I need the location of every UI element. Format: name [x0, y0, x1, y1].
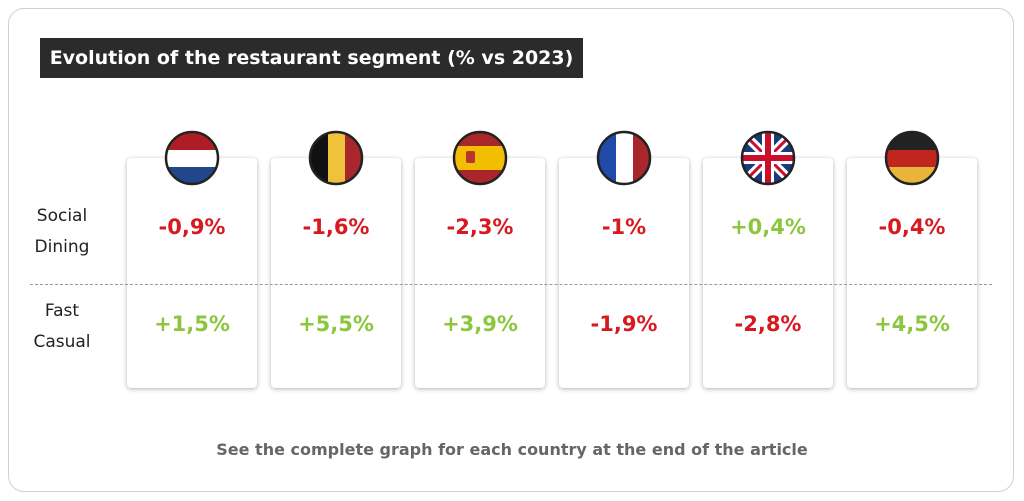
value-cell: +1,5%	[154, 312, 230, 336]
card	[703, 158, 833, 388]
card	[127, 158, 257, 388]
row-label: Social Dining	[34, 206, 90, 257]
card	[559, 158, 689, 388]
footer: See the complete graph for each country …	[216, 440, 808, 459]
card	[847, 158, 977, 388]
value-cell: +5,5%	[298, 312, 374, 336]
value-cell: -0,4%	[878, 215, 946, 239]
value-cell: +3,9%	[442, 312, 518, 336]
value-cell: -0,9%	[158, 215, 226, 239]
value-cell: -1%	[601, 215, 647, 239]
value-cell: -2,3%	[446, 215, 514, 239]
divider	[30, 284, 992, 285]
card	[415, 158, 545, 388]
flag	[742, 132, 794, 184]
row-label: Fast Casual	[33, 301, 91, 352]
card	[271, 158, 401, 388]
flag-rims	[164, 130, 940, 186]
value-cell: +4,5%	[874, 312, 950, 336]
value-cell: -1,9%	[590, 312, 658, 336]
value-cell: -2,8%	[734, 312, 802, 336]
title: Evolution of the restaurant segment (% v…	[40, 38, 583, 78]
value-cell: -1,6%	[302, 215, 370, 239]
frame	[8, 8, 1014, 492]
value-cell: +0,4%	[730, 215, 806, 239]
